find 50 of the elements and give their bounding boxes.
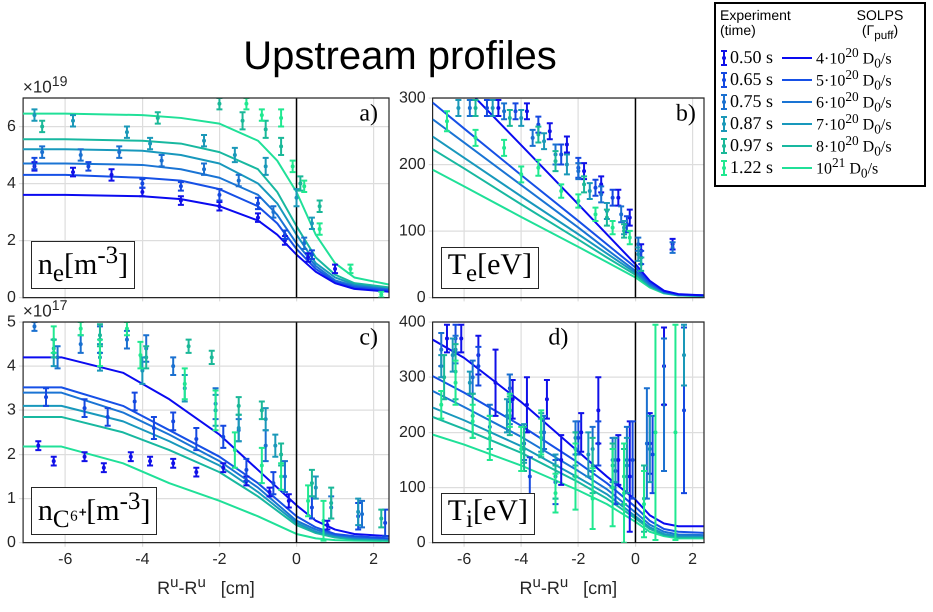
annotation: d)	[548, 324, 568, 350]
legend-label: 0.50 s	[730, 47, 774, 68]
y-tick-label: 200	[398, 424, 426, 441]
y-tick-label: 2	[6, 232, 16, 249]
y-tick-label: 0	[6, 288, 16, 306]
annotation: b)	[676, 100, 696, 126]
y-tick-label: 100	[398, 479, 426, 496]
x-axis-title: R$^{u}$-R$^{u}$ [cm]	[518, 574, 618, 599]
x-tick-label: 0	[631, 550, 640, 568]
y-tick-label: 1	[6, 490, 16, 508]
x-tick-label: -6	[58, 550, 72, 568]
x-axis-title: R$^{u}$-R$^{u}$ [cm]	[156, 574, 256, 599]
y-tick-label: 4	[6, 174, 16, 192]
y-axis-title: n$_{C⁶⁺}$[m$^{-3}$]	[30, 486, 158, 535]
x-tick-label: 2	[688, 550, 698, 568]
legend-label: 0.87 s	[730, 113, 774, 134]
y-axis-title: T$_{e}$[eV]	[440, 247, 540, 290]
y-tick-label: 0	[416, 534, 426, 552]
y-tick-label: 300	[398, 368, 426, 386]
y-tick-label: 3	[6, 402, 16, 419]
annotation: a)	[359, 100, 378, 126]
legend-label: 0.65 s	[730, 69, 774, 90]
y-tick-label: 4	[6, 358, 16, 375]
y-tick-label: 100	[398, 222, 426, 240]
legend-label: 0.75 s	[730, 91, 774, 112]
x-tick-label: -6	[456, 550, 472, 568]
y-tick-label: 200	[398, 156, 426, 173]
chart-title: Upstream profiles	[243, 34, 557, 78]
x-tick-label: 0	[292, 550, 302, 568]
y-tick-label: 2	[6, 446, 16, 463]
annotation: c)	[359, 324, 378, 350]
text: ×10$^{17}$	[22, 298, 68, 322]
y-tick-label: 5	[6, 313, 16, 330]
legend-label: 0.97 s	[730, 135, 774, 156]
x-tick-label: -4	[514, 550, 528, 568]
x-tick-label: -2	[212, 550, 227, 568]
x-tick-label: -4	[135, 550, 150, 568]
legend-title: Experiment (time)	[720, 7, 792, 40]
y-tick-label: 400	[398, 313, 426, 330]
y-tick-label: 6	[6, 118, 16, 135]
text: SOLPS (Γ$_{puff}$)	[856, 7, 904, 43]
text: ×10$^{19}$	[22, 74, 68, 98]
x-tick-label: 2	[369, 550, 378, 568]
y-axis-title: n$_{e}$[m$^{-3}$]	[30, 241, 136, 290]
y-tick-label: 300	[398, 89, 426, 106]
legend-label: 1.22 s	[730, 157, 774, 178]
y-axis-title: T$_{i}$[eV]	[440, 492, 535, 535]
x-tick-label: -2	[571, 550, 586, 568]
y-tick-label: 0	[6, 534, 16, 552]
y-tick-label: 0	[416, 288, 426, 306]
